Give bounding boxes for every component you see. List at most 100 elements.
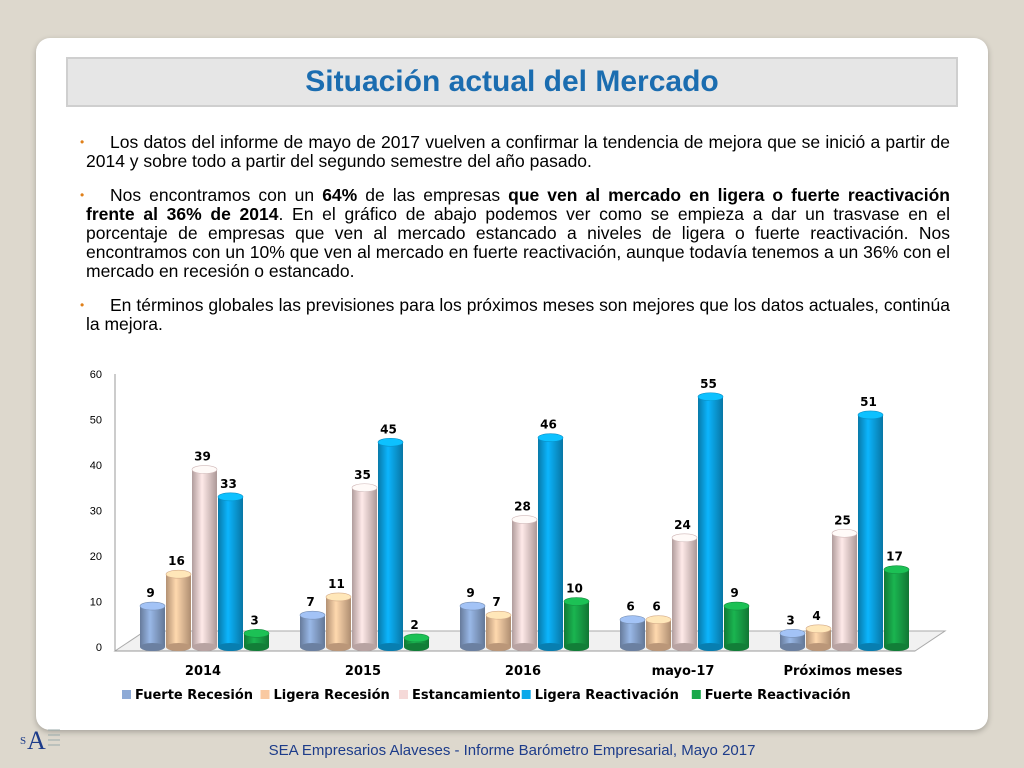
data-label: 33 (220, 477, 237, 491)
bar-top (805, 624, 832, 634)
bar-top (671, 533, 698, 543)
bar (671, 533, 698, 651)
data-label: 28 (514, 500, 531, 514)
bullet-dot-icon: • (80, 298, 85, 312)
data-label: 17 (886, 550, 903, 564)
bullet-text: En términos globales las previsiones par… (86, 295, 950, 334)
bar-bottom (724, 643, 749, 651)
bar-bottom (460, 643, 485, 651)
sea-logo: S A (18, 722, 62, 756)
bar-bottom (780, 643, 805, 651)
bar-body (512, 519, 537, 647)
bar-body (300, 615, 325, 647)
bar (883, 565, 910, 651)
page-title: Situación actual del Mercado (305, 65, 719, 98)
data-label: 3 (786, 613, 794, 627)
data-label: 6 (652, 600, 660, 614)
bar-bottom (218, 643, 243, 651)
bar-top (459, 601, 486, 611)
bar-bottom (832, 643, 857, 651)
bar-top (351, 483, 378, 493)
data-label: 9 (730, 586, 738, 600)
bar-bottom (486, 643, 511, 651)
data-label: 46 (540, 418, 557, 432)
bar-top (831, 528, 858, 538)
legend-swatch (122, 690, 131, 699)
y-tick-label: 0 (96, 642, 102, 654)
bar-top (485, 610, 512, 620)
x-tick-label: 2015 (345, 664, 381, 679)
bar-top (619, 615, 646, 625)
bar-bottom (140, 643, 165, 651)
bar-top (697, 392, 724, 402)
logo-icon: S A (20, 726, 60, 755)
data-label: 2 (410, 618, 418, 632)
bullet-text: Los datos del informe de mayo de 2017 vu… (86, 132, 950, 171)
bar (511, 515, 538, 651)
bar-top (299, 610, 326, 620)
bar-body (832, 533, 857, 647)
data-label: 24 (674, 518, 691, 532)
bar-body (724, 606, 749, 647)
bar-body (486, 615, 511, 647)
data-label: 16 (168, 554, 185, 568)
x-tick-label: 2014 (185, 664, 221, 679)
bar-body (564, 601, 589, 647)
bar-bottom (378, 643, 403, 651)
bar-body (884, 569, 909, 647)
data-label: 6 (626, 600, 634, 614)
bar-body (352, 487, 377, 647)
legend-label: Estancamiento (412, 688, 521, 703)
chart-container: 0 10 20 30 40 50 60 9 16 39 33 3 2014 7 11 35 45 2 2015 9 7 2… (80, 362, 950, 722)
bar-top (723, 601, 750, 611)
y-tick-label: 60 (90, 369, 102, 381)
bar (697, 392, 724, 651)
data-label: 51 (860, 395, 877, 409)
bar-body (460, 606, 485, 647)
y-tick-label: 20 (90, 551, 102, 563)
bullet-item: • Nos encontramos con un 64% de las empre… (80, 185, 950, 281)
bar (779, 629, 806, 651)
bar-body (620, 619, 645, 647)
bar (619, 615, 646, 651)
bar-body (646, 619, 671, 647)
bar-bottom (166, 643, 191, 651)
legend-label: Ligera Reactivación (535, 688, 679, 703)
bar-body (698, 396, 723, 647)
data-label: 9 (466, 586, 474, 600)
bar-body (538, 437, 563, 647)
y-tick-label: 50 (90, 415, 102, 427)
bar-chart: 0102030405060916393332014711354522015972… (90, 369, 947, 703)
bar-top (563, 597, 590, 606)
legend-swatch (691, 690, 701, 699)
data-label: 35 (354, 468, 371, 482)
bar (537, 433, 564, 651)
bullet-dot-icon: • (80, 135, 85, 149)
bar-bottom (352, 643, 377, 651)
bar-body (404, 637, 429, 647)
legend-label: Ligera Recesión (274, 688, 390, 703)
legend-label: Fuerte Reactivación (705, 688, 851, 703)
bar (217, 492, 244, 651)
bar-top (377, 437, 404, 447)
bar-bottom (672, 643, 697, 651)
bar-top (243, 629, 270, 638)
data-label: 9 (146, 586, 154, 600)
bar-bottom (192, 643, 217, 651)
bar (139, 601, 166, 651)
legend-swatch (260, 690, 270, 699)
y-tick-label: 40 (90, 460, 102, 472)
bar-bottom (806, 643, 831, 651)
bar-top (779, 629, 806, 638)
legend-swatch (399, 690, 408, 699)
bar (831, 528, 858, 651)
bar-body (806, 628, 831, 647)
bullet-text: de las empresas (357, 185, 509, 205)
bullet-text: que ven al mercado en ligera o fuerte re… (86, 185, 950, 224)
y-tick-label: 30 (90, 506, 102, 518)
data-label: 25 (834, 513, 851, 527)
data-label: 10 (566, 582, 583, 596)
data-label: 45 (380, 422, 397, 436)
bar-bottom (300, 643, 325, 651)
bar (459, 601, 486, 651)
